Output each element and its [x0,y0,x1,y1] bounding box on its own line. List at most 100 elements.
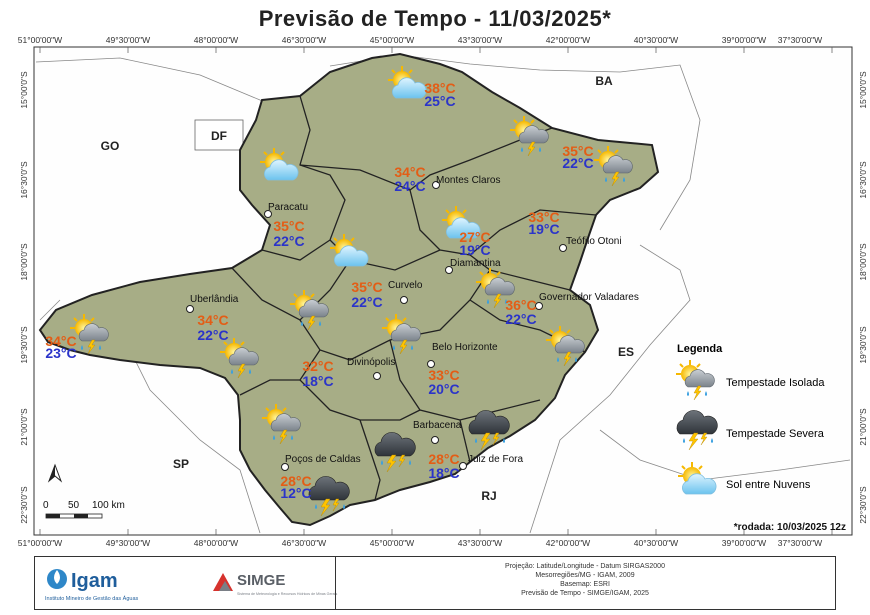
lon-label: 51°00'00"W [18,35,62,45]
min-temp: 19°C [528,221,559,237]
df-region [194,119,244,151]
max-temp: 34°C [45,333,76,349]
lon-label: 42°00'00"W [546,35,590,45]
max-temp: 27°C [459,229,490,245]
min-temp: 22°C [273,233,304,249]
lat-label: 21°00'0"S [19,408,29,446]
max-temp: 32°C [302,358,333,374]
scale-label: 0 [43,500,49,511]
min-temp: 18°C [428,465,459,481]
min-temp: 20°C [428,381,459,397]
lon-label: 51°00'00"W [18,538,62,548]
simge-logo: SIMGE Sistema de Meteorologia e Recursos… [205,563,355,603]
scale-label: 100 km [92,500,125,511]
lon-label: 40°30'00"W [634,35,678,45]
lon-label: 39°00'00"W [722,35,766,45]
credit-line: Mesorregiões/MG - IGAM, 2009 [535,572,635,579]
lat-label: 21°00'0"S [858,408,868,446]
forecast-triangulo-west: 34°C23°C [45,333,76,361]
min-temp: 12°C [280,485,311,501]
lat-labels-right: 15°00'0"S 16°30'0"S 18°00'0"S 19°30'0"S … [858,71,868,524]
svg-text:Teófilo Otoni: Teófilo Otoni [566,236,622,247]
lat-label: 15°00'0"S [858,71,868,109]
state-borders [35,54,851,534]
temperatures: 38°C25°C 35°C22°C 34°C24°C 35°C22°C 27°C… [45,80,593,501]
lat-label: 15°00'0"S [19,71,29,109]
svg-text:Belo Horizonte: Belo Horizonte [432,342,498,353]
svg-text:Divinópolis: Divinópolis [347,357,395,368]
max-temp: 33°C [528,209,559,225]
min-temp: 24°C [394,178,425,194]
igam-subtitle: Instituto Mineiro de Gestão das Águas [45,595,138,602]
forecast-curvelo: 35°C22°C [351,279,382,310]
legend-title: Legenda [677,343,723,355]
min-temp: 22°C [505,311,536,327]
map-frame: 51°00'00"W 49°30'00"W 48°00'00"W 46°30'0… [18,35,868,548]
credit-line: Projeção: Latitude/Longitude - Datum SIR… [505,563,665,570]
lon-label: 43°30'00"W [458,35,502,45]
city-teofilo-otoni: Teófilo Otoni [559,236,622,252]
max-temp: 34°C [197,312,228,328]
svg-text:Montes Claros: Montes Claros [436,175,500,186]
min-temp: 18°C [302,373,333,389]
min-temp: 23°C [45,345,76,361]
scale-label: 50 [68,500,80,511]
state-label-es: ES [618,345,634,359]
cities: Montes Claros Paracatu Teófilo Otoni Dia… [186,175,639,471]
lon-label: 42°00'00"W [546,538,590,548]
state-labels: GO DF BA ES SP RJ [101,74,634,503]
lon-label: 48°00'00"W [194,35,238,45]
svg-text:Uberlândia: Uberlândia [190,294,239,305]
lon-labels-top: 51°00'00"W 49°30'00"W 48°00'00"W 46°30'0… [18,35,822,45]
lon-label: 46°30'00"W [282,35,326,45]
city-governador-valadares: Governador Valadares [535,292,639,310]
max-temp: 35°C [562,143,593,159]
footer: Igam Instituto Mineiro de Gestão das Águ… [34,556,836,610]
lat-label: 19°30'0"S [19,326,29,364]
state-label-go: GO [101,139,120,153]
svg-text:Paracatu: Paracatu [268,202,308,213]
legend-item-label: Tempestade Isolada [726,377,825,389]
lon-label: 45°00'00"W [370,35,414,45]
state-label-rj: RJ [481,489,496,503]
lat-label: 16°30'0"S [19,161,29,199]
max-temp: 28°C [280,473,311,489]
lat-label: 18°00'0"S [19,243,29,281]
rodada-note: *rodada: 10/03/2025 12z [734,522,846,533]
lat-label: 22°30'0"S [19,486,29,524]
lon-label: 49°30'00"W [106,35,150,45]
forecast-north: 38°C25°C [424,80,455,109]
max-temp: 35°C [351,279,382,295]
legend-item-label: Sol entre Nuvens [726,479,811,491]
city-curvelo: Curvelo [388,280,423,304]
forecast-governador-valadares: 36°C22°C [505,297,536,327]
forecast-juiz-de-fora: 28°C18°C [428,451,459,481]
map-title: Previsão de Tempo - 11/03/2025* [258,6,612,31]
svg-text:Curvelo: Curvelo [388,280,423,291]
forecast-uberlandia: 34°C22°C [197,312,228,343]
lat-label: 22°30'0"S [858,486,868,524]
lon-label: 43°30'00"W [458,538,502,548]
simge-wordmark: SIMGE [237,572,285,589]
max-temp: 35°C [273,218,304,234]
lon-labels-bottom: 51°00'00"W 49°30'00"W 48°00'00"W 46°30'0… [18,538,822,548]
forecast-teofilo-otoni: 33°C19°C [528,209,559,237]
forecast-northeast: 35°C22°C [562,143,593,171]
min-temp: 22°C [562,155,593,171]
lon-label: 40°30'00"W [634,538,678,548]
footer-divider [335,557,336,609]
svg-text:Diamantina: Diamantina [450,258,501,269]
max-temp: 28°C [428,451,459,467]
state-label-ba: BA [595,74,613,88]
forecast-diamantina: 27°C19°C [459,229,490,258]
city-uberlandia: Uberlândia [186,294,239,313]
simge-subtitle: Sistema de Meteorologia e Recursos Hídri… [237,592,337,596]
igam-wordmark: Igam [71,570,118,592]
lat-label: 18°00'0"S [858,243,868,281]
forecast-sul-de-minas: 28°C12°C [280,473,311,501]
state-label-sp: SP [173,457,189,471]
svg-text:Juiz de Fora: Juiz de Fora [468,454,523,465]
forecast-divinopolis: 32°C18°C [302,358,333,389]
forecast-montes-claros: 34°C24°C [394,164,425,194]
credit-line: Basemap: ESRI [560,581,610,588]
